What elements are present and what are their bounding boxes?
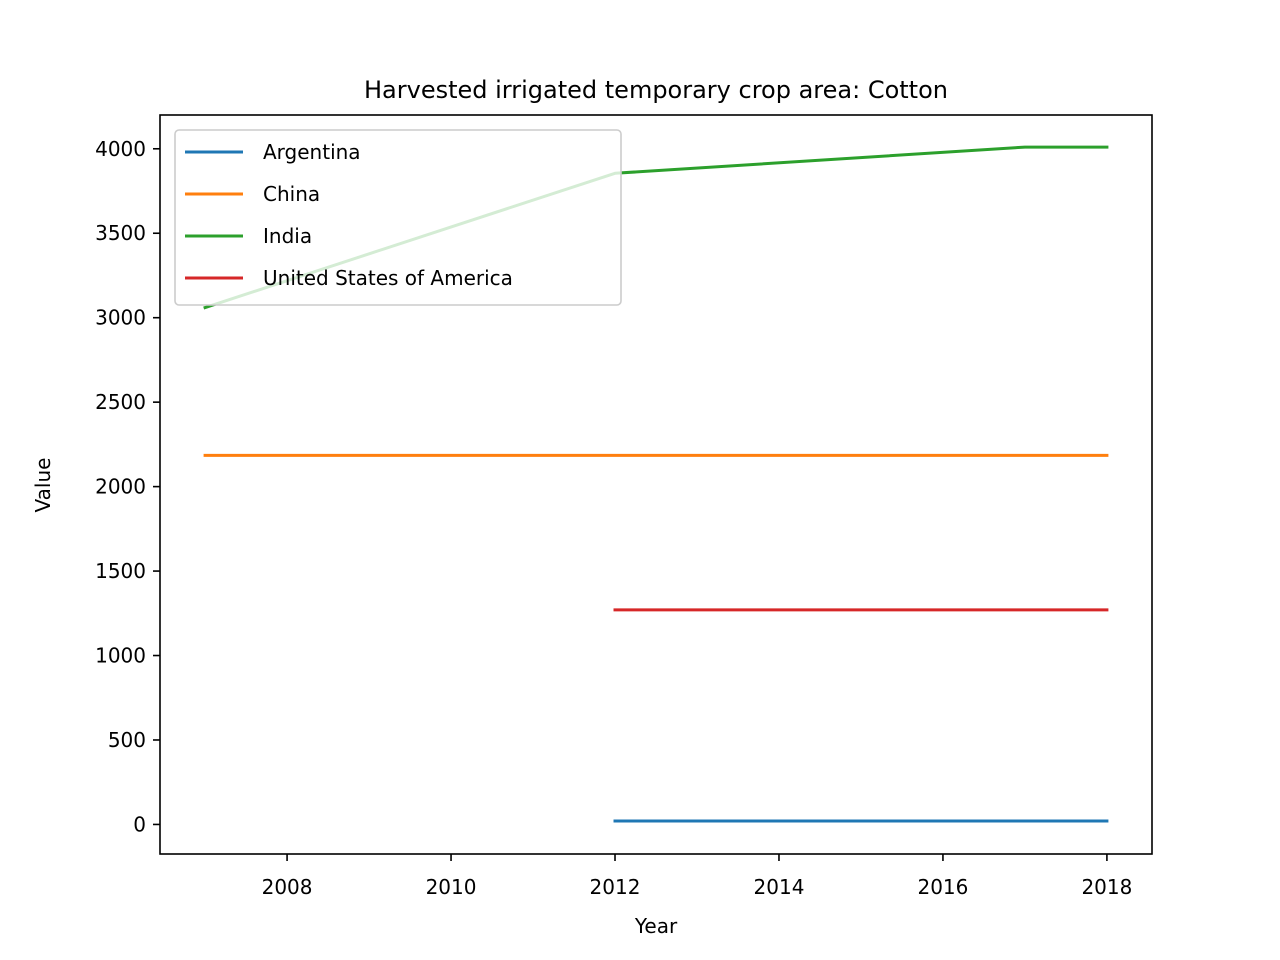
y-tick-label: 1500 [95, 559, 146, 583]
y-axis-ticks: 0 500 1000 1500 2000 2500 3000 3500 4000 [95, 137, 160, 836]
x-tick-label: 2018 [1081, 875, 1132, 899]
y-tick-label: 2000 [95, 475, 146, 499]
legend-label: China [263, 182, 320, 206]
x-tick-label: 2014 [754, 875, 805, 899]
chart-title: Harvested irrigated temporary crop area:… [364, 76, 948, 104]
y-tick-label: 2500 [95, 390, 146, 414]
x-axis-label: Year [634, 914, 678, 938]
legend-label: Argentina [263, 140, 361, 164]
legend: Argentina China India United States of Amer… [174, 129, 622, 306]
plot-frame [159, 114, 1153, 855]
legend-box [174, 129, 622, 306]
y-axis-label: Value [31, 458, 55, 513]
x-tick-label: 2010 [426, 875, 477, 899]
y-tick-label: 500 [108, 728, 146, 752]
x-tick-label: 2012 [590, 875, 641, 899]
x-axis-ticks: 2008 2010 2012 2014 2016 2018 [262, 854, 1132, 899]
y-tick-label: 3500 [95, 221, 146, 245]
y-tick-label: 4000 [95, 137, 146, 161]
legend-label: India [263, 224, 312, 248]
x-tick-label: 2016 [917, 875, 968, 899]
legend-label: United States of America [263, 266, 513, 290]
x-tick-label: 2008 [262, 875, 313, 899]
y-tick-label: 0 [133, 812, 146, 836]
y-tick-label: 1000 [95, 644, 146, 668]
y-tick-label: 3000 [95, 306, 146, 330]
